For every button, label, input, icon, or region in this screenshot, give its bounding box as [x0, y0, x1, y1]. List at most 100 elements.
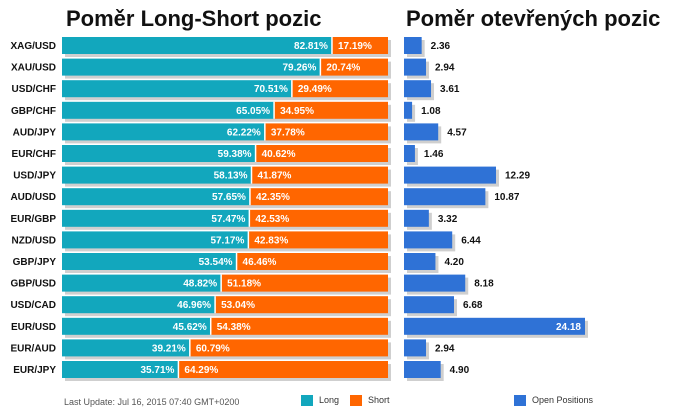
long-bar [62, 209, 250, 227]
long-bar [62, 253, 237, 270]
long-value-label: 53.54% [199, 257, 233, 268]
category-label: USD/CHF [12, 84, 56, 95]
short-bar [210, 317, 388, 335]
legend-label-short: Short [368, 395, 390, 405]
short-bar [264, 123, 388, 141]
long-value-label: 46.96% [177, 300, 211, 311]
open-positions-value-label: 4.57 [447, 127, 467, 138]
legend-label-open-positions: Open Positions [532, 395, 594, 405]
legend-swatch-long [301, 394, 313, 406]
category-label: GBP/USD [10, 279, 56, 290]
open-positions-value-label: 4.20 [444, 257, 464, 268]
short-value-label: 41.87% [258, 171, 292, 182]
legend-item-long: Long [301, 393, 339, 407]
category-label: XAG/USD [10, 41, 56, 52]
open-positions-value-label: 6.44 [461, 235, 481, 246]
open-positions-bar [404, 80, 432, 98]
short-bar [331, 37, 388, 54]
category-label: GBP/CHF [11, 106, 56, 117]
long-value-label: 39.21% [152, 343, 186, 354]
short-bar [221, 274, 388, 292]
open-positions-bar [404, 37, 422, 54]
category-label: AUD/USD [10, 192, 56, 203]
open-positions-value-label: 2.36 [431, 41, 451, 52]
open-positions-value-label: 2.94 [435, 343, 455, 354]
legend-item-short: Short [350, 393, 390, 407]
short-value-label: 34.95% [280, 106, 314, 117]
long-value-label: 45.62% [173, 322, 207, 333]
short-bar [255, 145, 388, 162]
category-label: XAU/USD [11, 63, 56, 74]
long-bar [62, 80, 292, 98]
open-positions-value-label: 12.29 [505, 171, 530, 182]
open-positions-value-label: 10.87 [494, 192, 519, 203]
short-bar [178, 361, 388, 378]
legend-label-long: Long [319, 395, 340, 405]
short-bar [215, 296, 388, 314]
short-value-label: 37.78% [271, 127, 305, 138]
open-positions-value-label: 3.32 [438, 214, 458, 225]
short-bar [249, 188, 388, 206]
short-value-label: 53.04% [221, 300, 255, 311]
category-label: NZD/USD [12, 235, 56, 246]
long-bar [62, 317, 211, 335]
short-bar [251, 166, 388, 184]
open-positions-value-label: 4.90 [450, 365, 470, 376]
open-positions-bar [404, 253, 436, 270]
long-bar [62, 145, 256, 162]
long-bar [62, 58, 321, 76]
long-bar [62, 123, 265, 141]
open-positions-value-label: 6.68 [463, 300, 483, 311]
open-positions-value-label: 1.08 [421, 106, 441, 117]
last-update-text: Last Update: Jul 16, 2015 07:40 GMT+0200 [64, 397, 240, 407]
long-bar [62, 188, 250, 206]
legend-swatch-short [350, 394, 362, 406]
long-value-label: 57.65% [212, 192, 246, 203]
category-label: GBP/JPY [13, 257, 57, 268]
category-label: EUR/GBP [10, 214, 56, 225]
open-positions-bar [404, 188, 486, 206]
long-short-chart-title: Poměr Long-Short pozic [66, 6, 322, 31]
open-positions-bar [404, 231, 453, 249]
open-positions-bar [404, 209, 429, 227]
short-bar [248, 231, 388, 249]
long-value-label: 59.38% [218, 149, 252, 160]
long-bar [62, 37, 332, 54]
category-label: EUR/AUD [10, 343, 56, 354]
short-bar [320, 58, 388, 76]
short-value-label: 64.29% [184, 365, 218, 376]
long-value-label: 48.82% [183, 279, 217, 290]
short-value-label: 46.46% [243, 257, 277, 268]
open-positions-bar [404, 274, 466, 292]
short-value-label: 29.49% [298, 84, 332, 95]
long-bar [62, 361, 179, 378]
open-positions-value-label: 2.94 [435, 63, 455, 74]
open-positions-bar [404, 361, 441, 378]
long-bar [62, 101, 275, 119]
long-bar [62, 339, 190, 357]
long-value-label: 79.26% [282, 63, 316, 74]
legend-item-open-positions: Open Positions [514, 393, 593, 407]
open-positions-value-label: 1.46 [424, 149, 444, 160]
short-value-label: 42.83% [254, 235, 288, 246]
category-label: EUR/JPY [13, 365, 56, 376]
open-positions-value-label: 8.18 [474, 279, 494, 290]
open-positions-bar [404, 296, 455, 314]
open-positions-bar [404, 123, 439, 141]
short-value-label: 40.62% [262, 149, 296, 160]
open-positions-value-label: 3.61 [440, 84, 460, 95]
open-positions-bar [404, 145, 415, 162]
open-positions-chart-title: Poměr otevřených pozic [406, 6, 661, 31]
short-value-label: 54.38% [217, 322, 251, 333]
open-positions-bar [404, 101, 413, 119]
long-bar [62, 231, 249, 249]
short-value-label: 20.74% [326, 63, 360, 74]
long-value-label: 62.22% [227, 127, 261, 138]
long-value-label: 57.47% [211, 214, 245, 225]
long-value-label: 65.05% [236, 106, 270, 117]
long-value-label: 35.71% [140, 365, 174, 376]
long-value-label: 82.81% [294, 41, 328, 52]
long-value-label: 70.51% [254, 84, 288, 95]
